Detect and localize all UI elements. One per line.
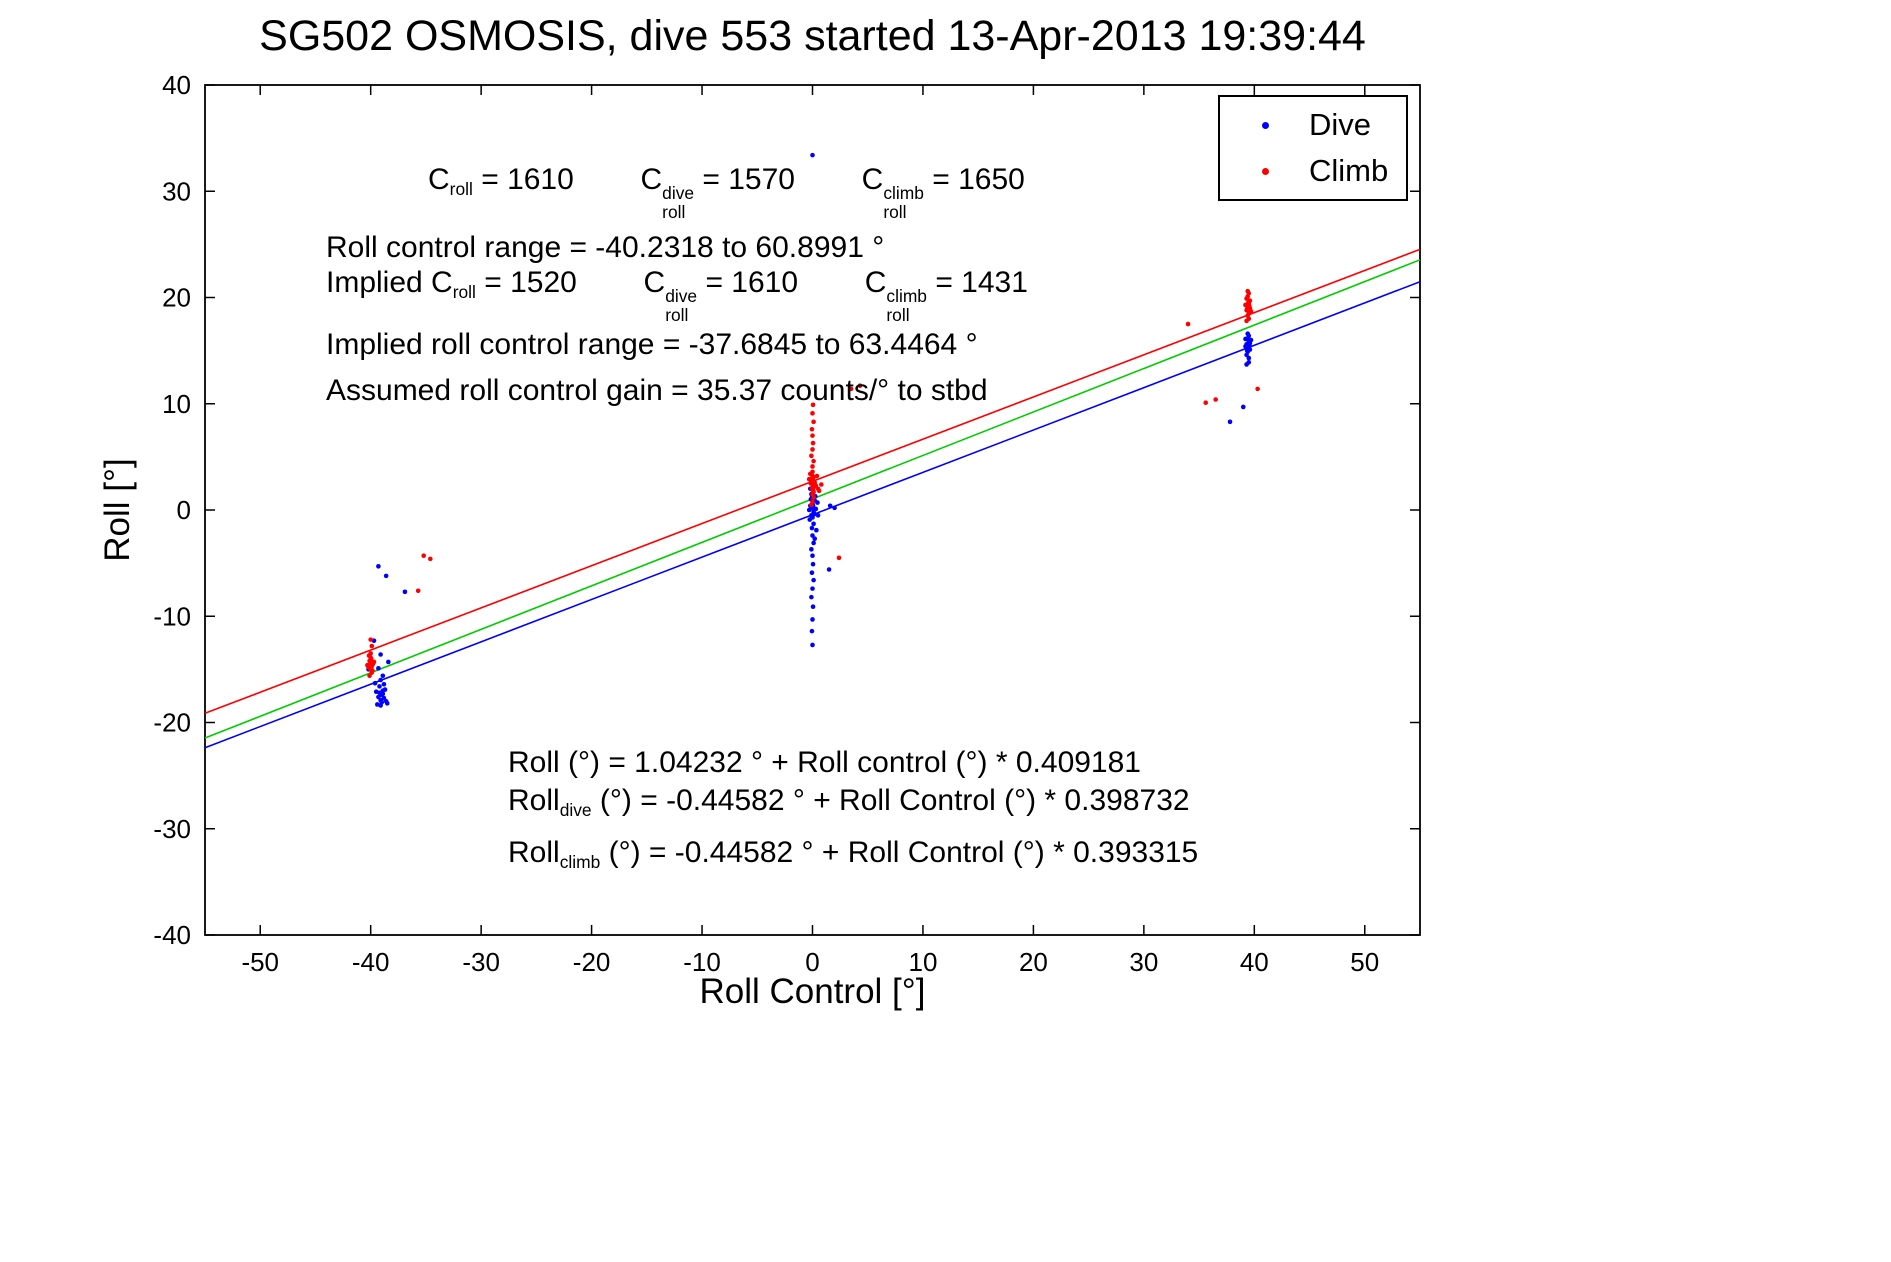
x-tick-label: -20 <box>573 947 611 977</box>
legend-label: Climb <box>1309 153 1389 188</box>
y-tick-label: 20 <box>162 283 191 313</box>
x-tick-label: 30 <box>1129 947 1158 977</box>
x-tick-label: 20 <box>1019 947 1048 977</box>
annotation-6: Roll (°) = 1.04232 ° + Roll control (°) … <box>508 746 1141 779</box>
x-tick-label: -30 <box>462 947 500 977</box>
x-tick-label: 0 <box>805 947 819 977</box>
annotation-5: Assumed roll control gain = 35.37 counts… <box>326 374 988 407</box>
x-axis-ticks <box>259 85 1366 935</box>
x-tick-label: 10 <box>908 947 937 977</box>
x-tick-label: -40 <box>352 947 390 977</box>
annotation-7: Rolldive (°) = -0.44582 ° + Roll Control… <box>508 784 1190 821</box>
x-tick-label: -50 <box>241 947 279 977</box>
legend-item-dive: Dive <box>1220 107 1406 143</box>
legend-label: Dive <box>1309 107 1372 142</box>
climb-marker-icon <box>1262 167 1269 175</box>
annotation-8: Rollclimb (°) = -0.44582 ° + Roll Contro… <box>508 836 1199 873</box>
legend-item-climb: Climb <box>1220 153 1406 189</box>
y-tick-label: 10 <box>162 389 191 419</box>
x-tick-label: 40 <box>1240 947 1269 977</box>
annotation-2: Roll control range = -40.2318 to 60.8991… <box>326 231 885 264</box>
climb-points <box>365 288 1260 679</box>
legend: Dive Climb <box>1218 95 1408 201</box>
y-tick-label: 30 <box>162 176 191 206</box>
y-tick-label: -30 <box>153 814 191 844</box>
x-axis-label: Roll Control [°] <box>699 972 926 1011</box>
y-tick-label: 0 <box>177 495 191 525</box>
y-tick-label: -20 <box>153 708 191 738</box>
dive-marker-icon <box>1262 121 1269 129</box>
y-axis-label: Roll [°] <box>98 458 137 562</box>
annotation-4: Implied roll control range = -37.6845 to… <box>326 328 978 361</box>
chart-title: SG502 OSMOSIS, dive 553 started 13-Apr-2… <box>259 12 1366 60</box>
y-tick-label: -40 <box>153 920 191 950</box>
x-tick-label: 50 <box>1350 947 1379 977</box>
y-tick-label: -10 <box>153 601 191 631</box>
y-axis-ticks <box>205 84 1420 936</box>
y-tick-label: 40 <box>162 70 191 100</box>
x-tick-label: -10 <box>683 947 721 977</box>
